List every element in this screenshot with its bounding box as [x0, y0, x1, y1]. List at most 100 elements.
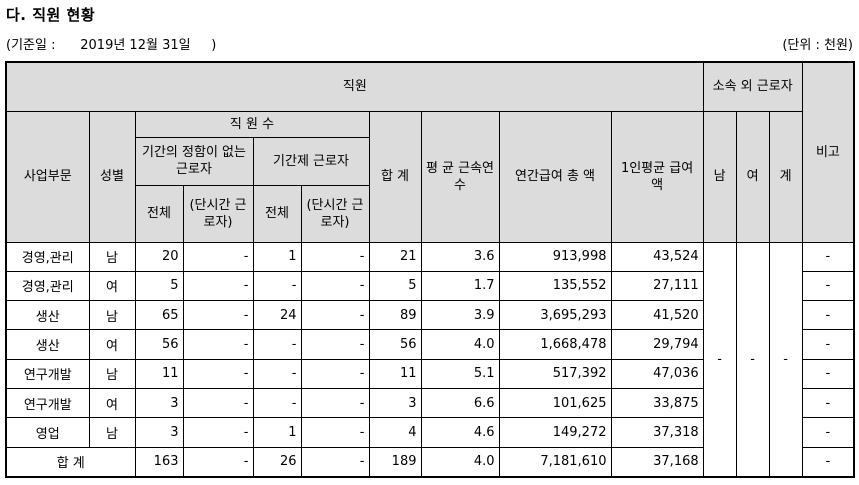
cell-cont-total: 1 — [252, 241, 302, 272]
cell-remark: - — [801, 241, 855, 272]
header-employees: 직원 — [5, 61, 704, 112]
header-annual-pay: 연간급여 총 액 — [498, 110, 612, 243]
cell-gender: 남 — [88, 300, 136, 331]
table-row: 생산 여 56 - - - 56 4.0 1,668,478 29,794 - — [5, 329, 855, 360]
cell-annual-pay: 1,668,478 — [498, 329, 612, 360]
cell-annual-pay: 101,625 — [498, 387, 612, 419]
header-ext-total: 계 — [768, 110, 803, 243]
cell-sum: 4 — [368, 417, 422, 448]
table-row: 경영,관리 남 20 - 1 - 21 3.6 913,998 43,524 -… — [5, 241, 855, 478]
header-cont-part-time: (단시간 근로자) — [300, 184, 370, 243]
cell-division: 영업 — [5, 417, 90, 448]
total-perm-part: - — [182, 446, 254, 478]
cell-division: 경영,관리 — [5, 241, 90, 272]
section-title: 다. 직원 현황 — [6, 6, 96, 24]
cell-division: 생산 — [5, 300, 90, 331]
cell-cont-part: - — [300, 417, 370, 448]
table-row: 경영,관리 여 5 - - - 5 1.7 135,552 27,111 - — [5, 270, 855, 302]
cell-perm-total: 56 — [134, 329, 184, 360]
cell-gender: 여 — [88, 329, 136, 360]
cell-perm-part: - — [182, 387, 254, 419]
cell-perm-part: - — [182, 329, 254, 360]
unit-label: (단위 : 천원) — [782, 38, 853, 53]
header-external-workers: 소속 외 근로자 — [702, 61, 803, 112]
cell-cont-part: - — [300, 300, 370, 331]
total-row: 합 계 163 - 26 - 189 4.0 7,181,610 37,168 … — [5, 446, 855, 478]
total-remark: - — [801, 446, 855, 478]
basis-date: (기준일 : 2019년 12월 31일 ) — [6, 38, 217, 53]
cell-tenure: 1.7 — [420, 270, 500, 302]
cell-avg-pay: 47,036 — [610, 358, 704, 389]
cell-sum: 5 — [368, 270, 422, 302]
cell-perm-total: 3 — [134, 387, 184, 419]
cell-remark: - — [801, 358, 855, 389]
header-permanent: 기간의 정함이 없는 근로자 — [134, 136, 254, 186]
header-headcount: 직 원 수 — [134, 110, 370, 138]
total-annual-pay: 7,181,610 — [498, 446, 612, 478]
total-sum: 189 — [368, 446, 422, 478]
cell-cont-part: - — [300, 270, 370, 302]
header-avg-pay: 1인평균 급여액 — [610, 110, 704, 243]
cell-annual-pay: 135,552 — [498, 270, 612, 302]
cell-tenure: 5.1 — [420, 358, 500, 389]
cell-gender: 여 — [88, 270, 136, 302]
cell-perm-total: 20 — [134, 241, 184, 272]
header-remarks: 비고 — [801, 61, 855, 243]
cell-sum: 56 — [368, 329, 422, 360]
cell-cont-total: - — [252, 270, 302, 302]
total-label: 합 계 — [5, 446, 136, 478]
cell-annual-pay: 913,998 — [498, 241, 612, 272]
cell-sum: 11 — [368, 358, 422, 389]
cell-cont-total: - — [252, 358, 302, 389]
cell-annual-pay: 149,272 — [498, 417, 612, 448]
cell-cont-total: 1 — [252, 417, 302, 448]
cell-perm-part: - — [182, 270, 254, 302]
cell-avg-pay: 33,875 — [610, 387, 704, 419]
cell-gender: 남 — [88, 417, 136, 448]
cell-gender: 여 — [88, 387, 136, 419]
cell-tenure: 4.0 — [420, 329, 500, 360]
total-cont-part: - — [300, 446, 370, 478]
cell-avg-pay: 37,318 — [610, 417, 704, 448]
header-perm-all: 전체 — [134, 184, 184, 243]
header-cont-all: 전체 — [252, 184, 302, 243]
cell-perm-part: - — [182, 417, 254, 448]
header-total-sum: 합 계 — [368, 110, 422, 243]
cell-sum: 3 — [368, 387, 422, 419]
cell-annual-pay: 517,392 — [498, 358, 612, 389]
cell-cont-part: - — [300, 241, 370, 272]
cell-remark: - — [801, 329, 855, 360]
total-tenure: 4.0 — [420, 446, 500, 478]
cell-avg-pay: 27,111 — [610, 270, 704, 302]
cell-annual-pay: 3,695,293 — [498, 300, 612, 331]
table-row: 연구개발 여 3 - - - 3 6.6 101,625 33,875 - — [5, 387, 855, 419]
cell-tenure: 3.9 — [420, 300, 500, 331]
cell-avg-pay: 41,520 — [610, 300, 704, 331]
cell-division: 연구개발 — [5, 387, 90, 419]
cell-cont-total: - — [252, 329, 302, 360]
cell-sum: 21 — [368, 241, 422, 272]
header-ext-female: 여 — [735, 110, 770, 243]
cell-perm-part: - — [182, 358, 254, 389]
cell-perm-part: - — [182, 300, 254, 331]
cell-remark: - — [801, 270, 855, 302]
cell-perm-total: 11 — [134, 358, 184, 389]
cell-division: 생산 — [5, 329, 90, 360]
total-cont-total: 26 — [252, 446, 302, 478]
table-row: 연구개발 남 11 - - - 11 5.1 517,392 47,036 - — [5, 358, 855, 389]
cell-ext-female: - — [735, 241, 770, 478]
cell-avg-pay: 43,524 — [610, 241, 704, 272]
cell-perm-part: - — [182, 241, 254, 272]
total-avg-pay: 37,168 — [610, 446, 704, 478]
table-row: 생산 남 65 - 24 - 89 3.9 3,695,293 41,520 - — [5, 300, 855, 331]
cell-gender: 남 — [88, 241, 136, 272]
cell-ext-total: - — [768, 241, 803, 478]
cell-remark: - — [801, 417, 855, 448]
header-contract: 기간제 근로자 — [252, 136, 370, 186]
cell-cont-total: 24 — [252, 300, 302, 331]
staff-status-table: 직원 소속 외 근로자 비고 사업부문 성별 직 원 수 합 계 평 균 근속연… — [5, 61, 856, 478]
cell-cont-part: - — [300, 387, 370, 419]
header-ext-male: 남 — [702, 110, 737, 243]
table-row: 영업 남 3 - 1 - 4 4.6 149,272 37,318 - — [5, 417, 855, 448]
cell-gender: 남 — [88, 358, 136, 389]
